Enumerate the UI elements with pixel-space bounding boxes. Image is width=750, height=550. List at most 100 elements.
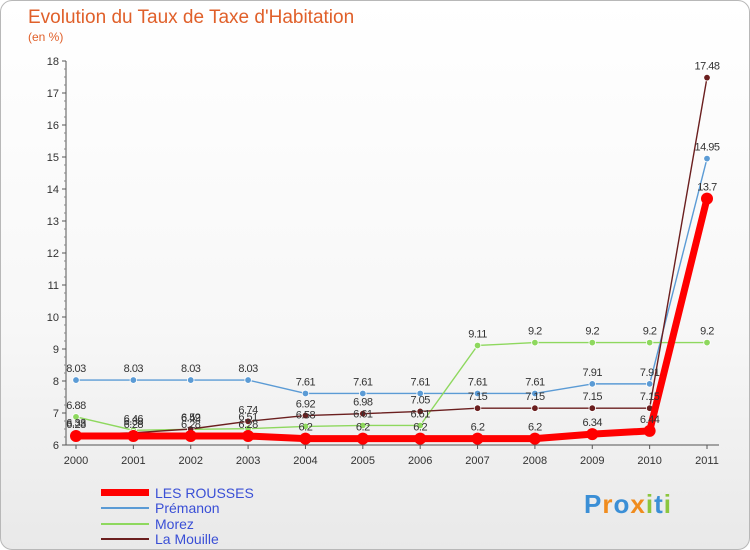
x-tick-label: 2011 [695,455,719,467]
x-tick-label: 2008 [523,455,547,467]
y-tick-label: 14 [47,184,59,196]
data-point-les-rousses [471,432,484,445]
x-tick-label: 2010 [637,455,661,467]
data-point-pr-manon [244,376,252,384]
data-label-les-rousses: 6.2 [471,422,485,434]
data-point-morez [301,422,310,431]
y-tick-label: 7 [53,408,59,420]
data-label-morez: 6.58 [296,409,316,421]
y-tick-label: 8 [53,376,59,388]
data-point-la-mouille [244,417,252,426]
data-label-les-rousses: 6.34 [583,417,603,429]
data-label-la-mouille: 6.38 [124,416,144,428]
chart-subtitle: (en %) [28,30,64,44]
data-point-la-mouille [473,404,482,412]
data-label-la-mouille: 6.98 [353,397,373,409]
data-label-les-rousses: 13.7 [697,182,717,194]
data-point-les-rousses [242,430,255,443]
data-point-la-mouille [588,404,596,412]
data-label-la-mouille: 6.33 [66,417,86,429]
data-label-les-rousses: 6.28 [238,419,258,431]
legend: LES ROUSSES Prémanon Morez La Mouille [101,485,254,547]
series-line-la-mouille [75,76,708,436]
data-label-la-mouille: 7.15 [583,391,603,403]
data-label-morez: 9.2 [585,326,599,338]
data-label-pr-manon: 7.61 [296,376,316,388]
legend-label-la-mouille: La Mouille [155,531,219,548]
data-point-morez [72,413,80,421]
x-tick-label: 2000 [64,455,88,467]
data-point-pr-manon [588,380,596,388]
data-label-la-mouille: 7.15 [468,391,488,403]
data-label-les-rousses: 6.28 [66,419,86,431]
data-label-pr-manon: 7.61 [353,376,373,388]
data-point-pr-manon [301,389,310,398]
data-point-pr-manon [645,380,654,388]
data-label-les-rousses: 6.28 [124,419,144,431]
data-label-la-mouille: 17.48 [694,61,719,73]
x-tick-label: 2005 [351,455,375,467]
data-point-les-rousses [643,424,656,437]
data-point-pr-manon [72,376,80,384]
data-point-pr-manon [473,389,482,398]
legend-item: Morez [101,516,254,532]
data-label-pr-manon: 7.91 [640,367,660,379]
data-label-la-mouille: 7.15 [525,391,545,403]
data-label-pr-manon: 8.03 [238,363,258,375]
data-point-pr-manon [703,154,711,163]
series-line-morez [75,341,708,431]
x-tick-label: 2002 [178,455,202,467]
data-label-morez: 9.2 [643,326,657,338]
data-label-la-mouille: 6.74 [238,404,258,416]
x-tick-label: 2007 [465,455,489,467]
legend-swatch-la-mouille [101,538,149,541]
x-tick-label: 2003 [236,455,260,467]
data-point-les-rousses [528,432,541,445]
data-point-morez [703,338,711,347]
data-label-morez: 6.49 [181,412,201,424]
data-point-pr-manon [416,389,424,398]
y-tick-label: 12 [47,248,59,260]
legend-item: Prémanon [101,500,254,517]
data-label-morez: 6.51 [238,412,258,424]
data-point-pr-manon [359,389,367,398]
data-point-les-rousses [356,432,369,445]
data-point-les-rousses [701,192,713,205]
data-point-morez [588,338,596,347]
data-point-pr-manon [531,389,539,398]
data-point-morez [531,338,539,347]
data-point-la-mouille [416,407,424,416]
data-label-la-mouille: 7.05 [410,394,430,406]
legend-item: La Mouille [101,531,254,548]
y-tick-label: 11 [48,280,59,292]
data-label-pr-manon: 7.91 [583,367,603,379]
chart-title: Evolution du Taux de Taxe d'Habitation [28,7,355,28]
data-label-pr-manon: 8.03 [124,363,144,375]
x-tick-label: 2009 [580,455,604,467]
data-label-les-rousses: 6.28 [181,419,201,431]
data-point-la-mouille [703,73,711,82]
data-label-pr-manon: 8.03 [66,363,86,375]
data-label-morez: 9.11 [468,328,487,340]
data-point-la-mouille [301,411,310,420]
data-point-morez [416,421,424,430]
data-point-pr-manon [129,376,138,384]
legend-label-premanon: Prémanon [155,500,220,517]
data-label-les-rousses: 6.2 [528,422,542,434]
data-point-les-rousses [127,430,140,443]
data-point-morez [359,421,367,430]
data-point-pr-manon [187,376,195,384]
data-label-pr-manon: 7.61 [468,376,488,388]
legend-item: LES ROUSSES [101,485,254,501]
legend-swatch-les-rousses [101,489,149,497]
x-tick-label: 2001 [121,455,145,467]
series-line-pr-manon [75,157,708,395]
y-tick-label: 15 [47,152,59,164]
data-label-la-mouille: 7.15 [640,391,660,403]
y-tick-label: 10 [47,312,59,324]
data-label-la-mouille: 6.52 [181,412,201,424]
y-tick-label: 13 [47,216,59,228]
data-point-les-rousses [414,432,427,445]
data-label-morez: 9.2 [528,326,542,338]
